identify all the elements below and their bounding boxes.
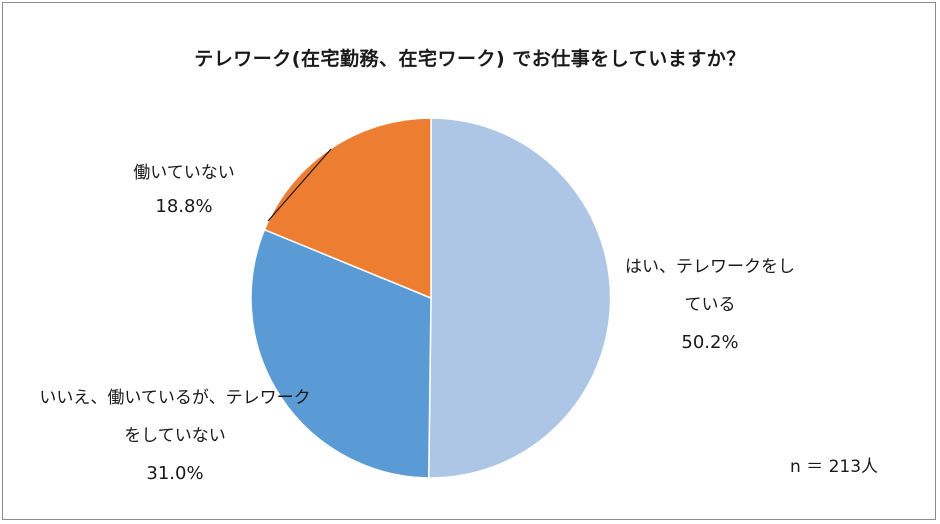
pie-slice-yes — [427, 117, 612, 479]
pie-slices — [250, 117, 612, 479]
slice-label-no-working: いいえ、働いているが、テレワーク をしていない 31.0% — [30, 388, 320, 484]
slice-value-label: 50.2% — [681, 332, 739, 353]
slice-value-label: 31.0% — [146, 463, 204, 484]
slice-label-not-working: 働いていない 18.8% — [120, 163, 248, 217]
slice-label-line: ている — [684, 295, 736, 315]
slice-label-line: 働いていない — [133, 163, 235, 183]
sample-size-note: n ＝ 213人 — [790, 457, 879, 477]
slice-label-yes: はい、テレワークをし ている 50.2% — [612, 257, 808, 353]
slice-label-line: いいえ、働いているが、テレワーク — [39, 388, 311, 408]
slice-label-line: はい、テレワークをし — [625, 257, 795, 277]
chart-title: テレワーク(在宅勤務、在宅ワーク) でお仕事をしていますか？ — [194, 48, 746, 70]
pie-slice-not-working — [263, 117, 432, 300]
pie-slice-no-working — [250, 228, 432, 479]
slice-value-label: 18.8% — [155, 196, 213, 217]
leader-line-hataraite-inai — [267, 148, 332, 222]
slice-label-line: をしていない — [124, 426, 226, 446]
